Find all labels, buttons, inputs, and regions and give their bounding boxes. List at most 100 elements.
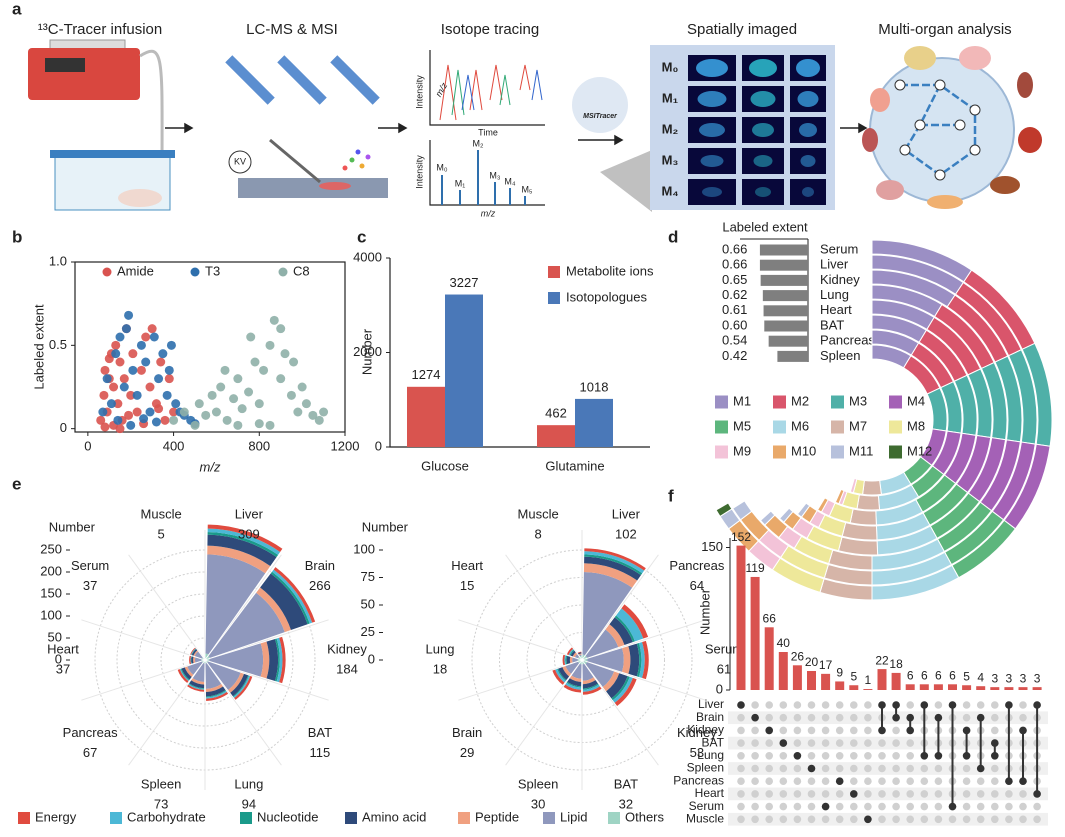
wedge-segment <box>180 668 190 681</box>
legend-label: Isotopologues <box>566 289 647 304</box>
matrix-dot <box>906 777 914 785</box>
category-label: Liver <box>612 506 641 521</box>
wedge-segment <box>233 675 253 701</box>
spoke <box>128 554 206 661</box>
panel-label: c <box>357 227 366 246</box>
y-axis-label: Number <box>697 588 712 635</box>
wedge-segment <box>207 524 283 553</box>
matrix-dot-active <box>1019 726 1027 735</box>
matrix-dot <box>948 815 957 824</box>
matrix-dot <box>793 739 802 747</box>
matrix-dot <box>934 802 943 811</box>
step-title: Multi-organ analysis <box>878 21 1011 38</box>
category-value: 18 <box>433 661 447 676</box>
matrix-dot-active <box>821 802 830 811</box>
wedge-segment <box>187 661 203 676</box>
bar <box>976 686 986 690</box>
msi-signal <box>800 155 816 167</box>
wedge-segment <box>186 684 205 693</box>
y-tick-label: 75 <box>361 569 375 584</box>
x-axis-label: m/z <box>200 459 221 474</box>
bar <box>407 386 445 447</box>
wedge-segment <box>209 643 264 677</box>
matrix-dot <box>835 790 844 798</box>
legend-swatch <box>548 266 560 278</box>
legend-label: Lipid <box>560 809 587 824</box>
legend-label: Energy <box>35 809 77 824</box>
matrix-dot <box>779 790 788 798</box>
matrix-dot <box>934 815 943 824</box>
scatter-point <box>136 340 146 350</box>
matrix-dot <box>934 764 943 773</box>
bar-value: 3 <box>1034 671 1041 685</box>
matrix-dot-active <box>962 726 971 735</box>
wedge-segment <box>558 666 570 681</box>
ring-segment <box>849 477 858 494</box>
bar-value: 66 <box>763 611 777 625</box>
bar <box>807 671 816 690</box>
wedge-segment <box>207 661 241 691</box>
matrix-dot <box>737 752 745 760</box>
scatter-point <box>115 424 125 434</box>
wedge-segment <box>621 645 631 675</box>
bar-value: 0.42 <box>722 348 747 363</box>
ring-segment <box>856 494 881 511</box>
matrix-dot <box>892 815 900 824</box>
wedge-segment <box>188 680 205 689</box>
matrix-dot <box>976 777 985 785</box>
legend-swatch <box>278 267 288 277</box>
matrix-dot <box>793 701 802 709</box>
bar <box>750 576 760 690</box>
matrix-dot <box>779 752 788 760</box>
msi-signal <box>755 187 771 197</box>
y-tick-label: 25 <box>361 624 375 639</box>
bar <box>962 685 972 690</box>
y-tick-label: 100 <box>40 607 62 622</box>
bar <box>1018 687 1028 690</box>
tube <box>139 49 164 181</box>
matrix-dot-active <box>751 713 759 722</box>
wedge-segment <box>207 528 281 556</box>
category-value: 73 <box>154 796 168 811</box>
category-value: 309 <box>238 526 260 541</box>
scatter-point <box>269 315 279 325</box>
matrix-dot <box>793 713 802 722</box>
bar-value: 1274 <box>412 367 441 382</box>
scatter-point <box>124 310 134 320</box>
wedge-segment <box>569 675 582 682</box>
bar-value: 119 <box>746 561 765 575</box>
peak-labels: M₀ M₁ M₂ M₃ M₄ M₅ <box>436 138 533 194</box>
legend-swatch <box>608 812 620 824</box>
scatter-point <box>314 415 324 425</box>
bar-value: 0.66 <box>722 257 747 272</box>
scatter-point <box>99 390 109 400</box>
matrix-dot <box>835 764 844 773</box>
scatter-point <box>179 407 189 417</box>
msi-signal <box>799 123 817 137</box>
bar <box>821 673 831 690</box>
bar <box>948 684 957 690</box>
matrix-dot <box>864 701 872 709</box>
scatter-point <box>132 407 142 417</box>
network-nodes <box>894 79 981 181</box>
wedge-segment <box>207 531 279 558</box>
matrix-dot <box>807 815 816 824</box>
matrix-dot <box>934 701 943 709</box>
wedge-outline <box>189 646 207 661</box>
legend-swatch <box>110 812 122 824</box>
bar <box>764 627 774 690</box>
scatter-point <box>156 357 166 367</box>
matrix-dot-active <box>991 752 999 760</box>
matrix-dot <box>962 815 971 824</box>
y-tick-label: 1.0 <box>49 253 67 268</box>
scatter-point <box>246 332 256 342</box>
matrix-dot <box>835 713 844 722</box>
peak-label: M₄ <box>504 176 515 186</box>
wedge-segment <box>266 638 279 682</box>
matrix-dot-active <box>1019 777 1027 785</box>
set-label: Heart <box>695 786 725 800</box>
workflow: ¹³C-Tracer infusion LC-MS & MSI Isotope … <box>28 21 1042 218</box>
wedge-segment <box>259 573 308 631</box>
msi-signal <box>696 59 728 77</box>
matrix-dot <box>821 790 830 798</box>
